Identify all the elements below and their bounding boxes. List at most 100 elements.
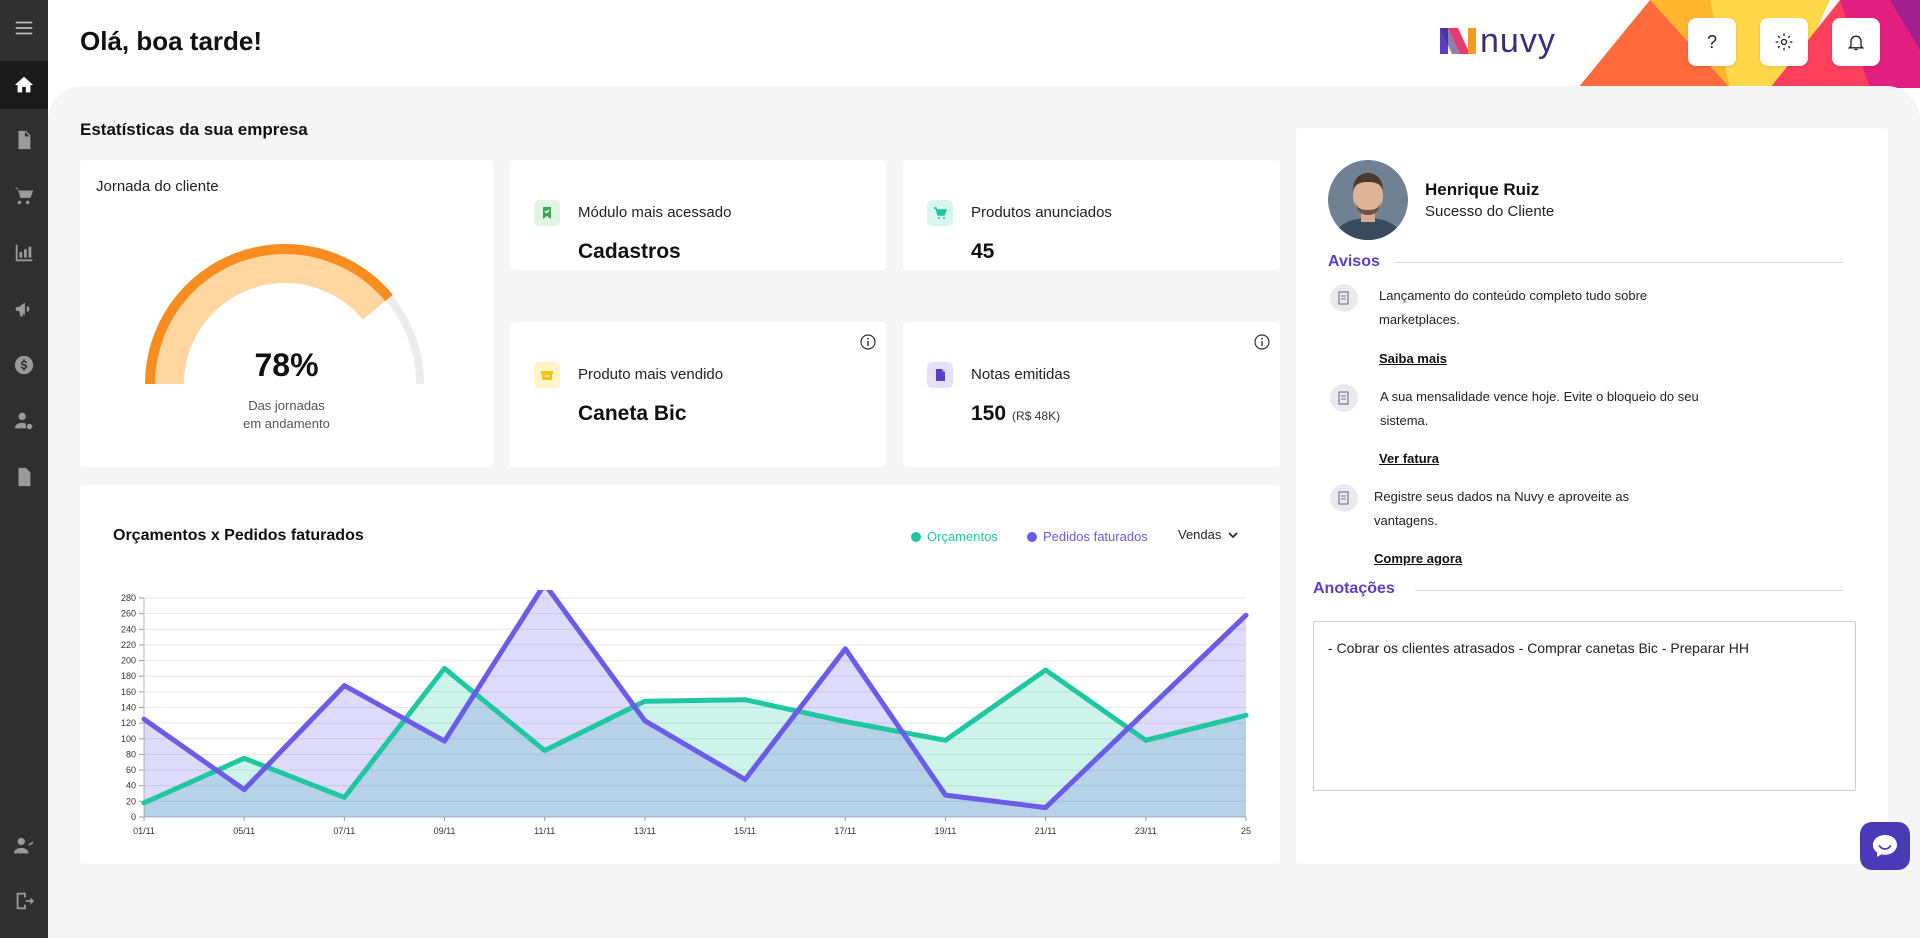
chat-button[interactable] [1860, 822, 1910, 870]
kpi-value: 150 (R$ 48K) [971, 402, 1060, 426]
info-icon[interactable] [860, 334, 876, 350]
notice-link[interactable]: Ver fatura [1379, 451, 1439, 466]
x-tick-label: 19/11 [935, 826, 957, 836]
chart-title: Orçamentos x Pedidos faturados [113, 527, 364, 544]
kpi-card-most-accessed: Módulo mais acessado Cadastros [510, 160, 886, 270]
journey-caption-1: Das jornadas [248, 398, 325, 413]
y-tick-label: 60 [126, 765, 136, 775]
bookmark-icon [534, 200, 560, 226]
gear-icon [1775, 33, 1793, 51]
info-icon[interactable] [1254, 334, 1270, 350]
chart-card [80, 485, 1280, 864]
kpi-label: Módulo mais acessado [578, 204, 732, 221]
help-button[interactable]: ? [1688, 18, 1736, 66]
notes-textarea[interactable]: - Cobrar os clientes atrasados - Comprar… [1313, 621, 1856, 791]
area-chart: 0 20 40 60 80 100 120 140 160 180 200 220 240 260 280 0… [121, 590, 1251, 836]
notice-text: Registre seus dados na Nuvy e aproveite … [1374, 489, 1630, 528]
kpi-label: Notas emitidas [971, 366, 1071, 383]
notice-link[interactable]: Compre agora [1374, 551, 1463, 566]
logout-icon[interactable] [0, 877, 48, 925]
menu-icon[interactable] [0, 4, 48, 52]
profile-name: Henrique Ruiz [1425, 180, 1540, 199]
notice-link[interactable]: Saiba mais [1379, 351, 1447, 366]
notice-icon [1330, 384, 1358, 412]
divider [1415, 590, 1843, 591]
y-tick-label: 20 [126, 796, 136, 806]
bell-icon [1847, 35, 1865, 51]
x-tick-label: 05/11 [233, 826, 255, 836]
kpi-value: Cadastros [578, 240, 681, 263]
notifications-button[interactable] [1832, 18, 1880, 66]
y-tick-label: 260 [121, 609, 136, 619]
chevron-down-icon [1228, 531, 1238, 538]
notes-title: Anotações [1313, 580, 1395, 597]
kpi-value-number: 150 [971, 402, 1007, 425]
x-tick-label: 17/11 [834, 826, 856, 836]
home-icon[interactable] [0, 61, 48, 109]
legend-dot [911, 531, 921, 542]
journey-percent: 78% [254, 347, 319, 383]
x-tick-label: 23/11 [1135, 826, 1157, 836]
chart-icon[interactable] [0, 229, 48, 277]
x-tick-label: 13/11 [634, 826, 656, 836]
legend-pedidos[interactable]: Pedidos faturados [1027, 529, 1148, 544]
gauge-fill [145, 244, 393, 385]
x-tick-label: 21/11 [1035, 826, 1057, 836]
legend-label: Orçamentos [927, 529, 998, 544]
kpi-card-invoices: Notas emitidas 150 (R$ 48K) [903, 322, 1280, 467]
sidebar [0, 0, 48, 938]
journey-label: Jornada do cliente [96, 178, 219, 195]
series-orcamentos-line [141, 665, 1249, 806]
chart-filter-dropdown[interactable]: Vendas [1178, 527, 1239, 542]
journey-caption-2: em andamento [243, 416, 330, 431]
notices-title: Avisos [1328, 253, 1380, 270]
kpi-value: 45 [971, 240, 995, 263]
journey-card: Jornada do cliente 78% Das jornadas em a… [80, 160, 493, 467]
invoice-icon [927, 362, 953, 388]
notice-text: A sua mensalidade vence hoje. Evite o bl… [1380, 389, 1699, 428]
megaphone-icon[interactable] [0, 285, 48, 333]
x-tick-label: 15/11 [734, 826, 756, 836]
kpi-card-products-listed: Produtos anunciados 45 [903, 160, 1280, 270]
y-tick-label: 220 [121, 640, 136, 650]
y-tick-label: 180 [121, 671, 136, 681]
x-tick-label: 09/11 [434, 826, 456, 836]
y-tick-label: 200 [121, 656, 136, 666]
notice-icon [1330, 284, 1358, 312]
legend-orcamentos[interactable]: Orçamentos [911, 529, 998, 544]
legend-label: Pedidos faturados [1043, 529, 1148, 544]
notice-icon [1330, 484, 1358, 512]
chat-icon [1873, 835, 1897, 857]
y-tick-label: 0 [131, 812, 136, 822]
divider [1395, 262, 1843, 263]
x-tick-label: 01/11 [133, 826, 155, 836]
kpi-value-sub: (R$ 48K) [1012, 409, 1061, 423]
user-support-icon[interactable] [0, 822, 48, 870]
cart-icon[interactable] [0, 172, 48, 220]
dropdown-value: Vendas [1178, 527, 1222, 542]
settings-button[interactable] [1760, 18, 1808, 66]
nuvy-logo-mark-icon [1440, 28, 1476, 54]
kpi-label: Produtos anunciados [971, 204, 1112, 221]
x-tick-label: 25 [1241, 826, 1251, 836]
kpi-label: Produto mais vendido [578, 366, 724, 383]
dollar-icon[interactable] [0, 341, 48, 389]
series-pedidos-faturados-line [141, 590, 1249, 811]
avatar [1328, 160, 1408, 240]
gauge-fill-light [150, 249, 389, 385]
x-tick-label: 07/11 [333, 826, 355, 836]
journey-gauge [145, 244, 424, 385]
y-tick-label: 240 [121, 624, 136, 634]
legend-dot [1027, 531, 1037, 542]
stats-title: Estatísticas da sua empresa [80, 120, 308, 139]
document-add-icon[interactable] [0, 116, 48, 164]
cart-icon [927, 200, 953, 226]
user-settings-icon[interactable] [0, 397, 48, 445]
page-title: Olá, boa tarde! [80, 26, 263, 56]
file-icon[interactable] [0, 453, 48, 501]
y-tick-label: 140 [121, 703, 136, 713]
y-tick-label: 100 [121, 734, 136, 744]
notice-text: Lançamento do conteúdo completo tudo sob… [1379, 288, 1648, 327]
nuvy-logo[interactable]: nuvy [1438, 24, 1556, 58]
y-tick-label: 80 [126, 749, 136, 759]
